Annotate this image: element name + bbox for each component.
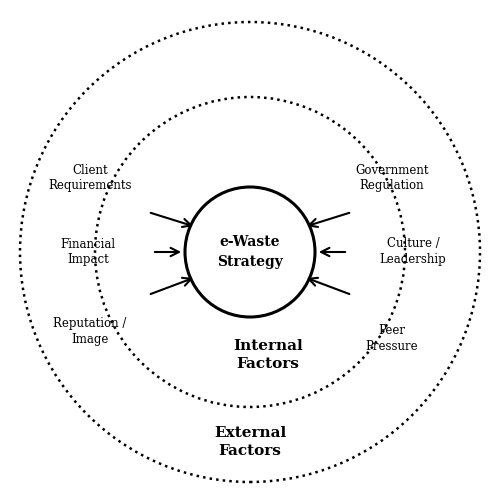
Text: Reputation /
Image: Reputation / Image — [54, 318, 127, 346]
Text: Internal
Factors: Internal Factors — [233, 339, 303, 371]
Text: Culture /
Leadership: Culture / Leadership — [380, 238, 446, 266]
Text: Strategy: Strategy — [217, 255, 283, 269]
Text: e-Waste: e-Waste — [220, 235, 280, 249]
Text: Financial
Impact: Financial Impact — [60, 238, 116, 266]
Text: External
Factors: External Factors — [214, 426, 286, 458]
Text: Client
Requirements: Client Requirements — [48, 164, 132, 192]
Text: Peer
Pressure: Peer Pressure — [366, 324, 418, 352]
Text: Government
Regulation: Government Regulation — [355, 164, 429, 192]
